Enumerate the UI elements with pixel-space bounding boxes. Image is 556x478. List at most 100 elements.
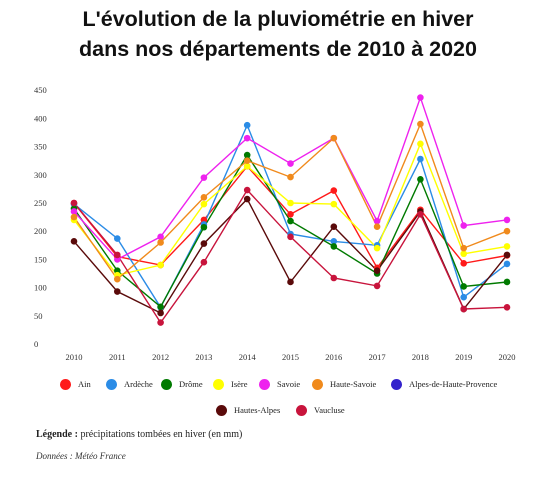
y-tick-label: 400 <box>34 113 47 123</box>
legend-row-2: Hautes-Alpes Vaucluse <box>0 402 556 418</box>
series-point-8 <box>503 304 511 311</box>
series-point-0 <box>287 210 294 218</box>
series-point-7 <box>243 195 251 203</box>
x-tick-label: 2019 <box>455 352 472 362</box>
legend-row-1: Ain Ardèche Drôme Isère Savoie Haute-Savoie Al… <box>0 376 556 392</box>
series-point-8 <box>243 186 251 194</box>
series-point-4 <box>460 222 468 229</box>
series-point-2 <box>243 151 251 159</box>
y-tick-label: 200 <box>34 226 47 236</box>
series-point-8 <box>114 251 121 259</box>
series-point-4 <box>70 208 78 215</box>
legend-label: Hautes-Alpes <box>234 405 281 415</box>
x-tick-label: 2014 <box>239 352 257 362</box>
series-point-7 <box>287 278 294 286</box>
series-point-3 <box>200 200 208 208</box>
line-chart: 0 50 100 150 200 250 300 350 400 450 2010 2011 2012 2… <box>34 85 516 362</box>
series-point-1 <box>243 121 251 129</box>
legend-swatch <box>60 378 71 390</box>
legend-swatch <box>213 378 224 390</box>
series-point-4 <box>243 134 251 142</box>
legend-label: Ain <box>78 379 91 389</box>
legend-swatch <box>161 378 172 390</box>
series-point-7 <box>503 251 511 259</box>
series-point-4 <box>157 233 164 241</box>
y-tick-label: 450 <box>34 85 47 95</box>
legend-label: Ardèche <box>124 379 153 389</box>
legend-label: Isère <box>231 379 248 389</box>
series-point-3 <box>417 140 424 148</box>
series-point-5 <box>114 275 121 283</box>
x-tick-label: 2016 <box>325 352 342 362</box>
series-point-1 <box>114 235 121 242</box>
source-note: Données : Météo France <box>36 451 126 461</box>
series-point-2 <box>330 243 338 250</box>
series-point-5 <box>287 173 294 181</box>
legend-swatch <box>259 378 270 390</box>
series-point-7 <box>200 240 208 247</box>
x-tick-label: 2018 <box>412 352 429 362</box>
series-point-7 <box>373 267 381 274</box>
series-point-8 <box>200 258 208 266</box>
legend-item-5: Haute-Savoie <box>312 376 376 392</box>
legend-item-2: Drôme <box>161 376 203 392</box>
chart-title-line-2: dans nos départements de 2010 à 2020 <box>79 37 477 61</box>
series-point-2 <box>503 278 511 286</box>
x-tick-label: 2011 <box>109 352 126 362</box>
series-point-0 <box>330 187 338 194</box>
series-point-5 <box>200 194 208 201</box>
legend-item-7: Hautes-Alpes <box>216 402 280 418</box>
y-tick-label: 150 <box>34 254 47 264</box>
y-tick-label: 300 <box>34 170 47 180</box>
series-point-1 <box>330 238 338 245</box>
legend-label: Drôme <box>179 379 203 389</box>
series-point-5 <box>243 157 251 164</box>
series-point-1 <box>417 155 424 163</box>
series-point-7 <box>330 223 338 230</box>
x-tick-label: 2013 <box>195 352 212 362</box>
series-point-5 <box>157 239 164 246</box>
caption-text: précipitations tombées en hiver (en mm) <box>80 429 243 440</box>
series-point-5 <box>460 244 468 252</box>
series-point-8 <box>373 282 381 290</box>
legend-label: Haute-Savoie <box>330 379 377 389</box>
x-tick-label: 2017 <box>369 352 386 362</box>
series-point-5 <box>503 227 511 235</box>
series-point-4 <box>200 174 208 181</box>
series-point-8 <box>70 199 78 207</box>
series-point-3 <box>373 244 381 252</box>
chart-title-line-1: L'évolution de la pluviométrie en hiver <box>82 7 474 31</box>
series-point-0 <box>200 216 208 224</box>
series-point-3 <box>460 250 468 258</box>
series-point-5 <box>417 120 424 128</box>
series-point-8 <box>460 305 468 313</box>
series-point-4 <box>114 256 121 263</box>
series-point-2 <box>200 223 208 231</box>
legend-item-0: Ain <box>60 376 91 392</box>
series-point-5 <box>70 213 78 221</box>
legend-item-3: Isère <box>213 376 248 392</box>
caption-label: Légende : <box>36 429 78 440</box>
legend-swatch <box>391 378 402 390</box>
legend-swatch <box>106 378 117 390</box>
series-point-4 <box>287 160 294 167</box>
series-point-7 <box>157 309 164 317</box>
series-point-5 <box>373 223 381 230</box>
series-point-8 <box>330 274 338 282</box>
y-tick-label: 0 <box>34 339 38 349</box>
y-tick-label: 250 <box>34 198 47 208</box>
legend-item-8: Vaucluse <box>296 402 345 418</box>
legend-swatch <box>312 378 323 390</box>
series-point-2 <box>287 217 294 225</box>
series-point-1 <box>460 293 468 301</box>
legend-item-1: Ardèche <box>106 376 153 392</box>
series-point-1 <box>503 260 511 268</box>
x-tick-label: 2015 <box>282 352 299 362</box>
legend-swatch <box>296 404 307 416</box>
series-point-7 <box>70 238 78 245</box>
y-tick-label: 50 <box>34 311 43 321</box>
y-tick-label: 350 <box>34 142 47 152</box>
series-point-3 <box>243 163 251 170</box>
x-tick-label: 2012 <box>152 352 169 362</box>
series-point-2 <box>157 303 164 311</box>
